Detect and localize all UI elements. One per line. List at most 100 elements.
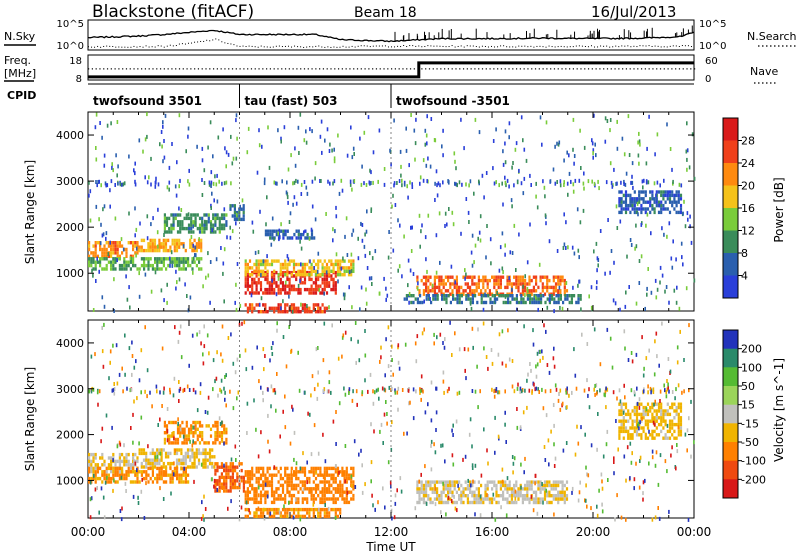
range-gate-cell: [189, 455, 192, 459]
range-gate-cell: [441, 297, 444, 301]
range-gate-cell: [269, 229, 272, 233]
range-gate-cell: [332, 507, 335, 512]
range-gate-cell: [248, 259, 252, 263]
sparse-echo: [122, 182, 124, 187]
sparse-echo: [579, 220, 582, 225]
nsearch-point: [342, 45, 344, 47]
sparse-echo: [597, 263, 599, 268]
sparse-echo: [520, 181, 523, 186]
sparse-echo: [226, 235, 228, 240]
range-gate-cell: [284, 310, 287, 314]
range-gate-cell: [116, 244, 119, 248]
sparse-echo: [120, 517, 123, 522]
range-gate-cell: [178, 245, 181, 249]
sparse-echo: [200, 341, 202, 346]
sparse-echo: [456, 183, 458, 188]
range-gate-cell: [268, 507, 271, 512]
range-gate-cell: [169, 461, 172, 466]
nsearch-point: [663, 46, 665, 48]
range-gate-cell: [286, 277, 289, 282]
range-gate-cell: [138, 245, 141, 249]
range-gate-cell: [201, 431, 204, 435]
sparse-echo: [313, 266, 315, 270]
range-gate-cell: [262, 511, 265, 515]
range-gate-cell: [273, 514, 276, 519]
sparse-echo: [128, 285, 130, 290]
range-gate-cell: [622, 207, 625, 211]
range-gate-cell: [275, 306, 278, 310]
range-gate-cell: [455, 282, 458, 286]
range-gate-cell: [328, 273, 331, 277]
range-gate-cell: [310, 487, 313, 491]
sparse-echo: [650, 290, 653, 295]
nsearch-point: [133, 45, 135, 47]
sparse-echo: [299, 278, 301, 283]
range-gate-cell: [679, 433, 683, 437]
range-gate-cell: [142, 458, 146, 462]
range-gate-cell: [94, 263, 97, 268]
range-gate-cell: [664, 422, 667, 427]
nsearch-point: [212, 39, 214, 41]
sparse-echo: [239, 303, 242, 308]
range-gate-cell: [310, 291, 313, 295]
sparse-echo: [665, 390, 667, 395]
range-gate-cell: [332, 287, 335, 292]
sparse-echo: [435, 386, 437, 391]
range-gate-cell: [240, 479, 243, 483]
range-gate-cell: [162, 257, 165, 261]
range-gate-cell: [185, 216, 188, 221]
range-gate-cell: [493, 480, 496, 484]
range-gate-cell: [319, 291, 322, 295]
range-gate-cell: [339, 490, 342, 494]
sparse-echo: [453, 494, 455, 499]
sparse-echo: [269, 511, 272, 516]
sparse-echo: [409, 180, 411, 185]
range-gate-cell: [268, 466, 271, 471]
sparse-echo: [171, 142, 173, 146]
nsearch-point: [300, 46, 302, 48]
range-gate-cell: [182, 458, 185, 462]
sparse-echo: [652, 387, 655, 392]
nsearch-point: [524, 45, 526, 47]
range-gate-cell: [546, 494, 549, 498]
range-gate-cell: [231, 204, 234, 208]
range-gate-cell: [154, 267, 157, 271]
nsearch-point: [260, 45, 262, 47]
range-gate-cell: [197, 448, 201, 452]
sparse-echo: [344, 330, 347, 335]
sparse-echo: [501, 479, 504, 484]
range-gate-cell: [266, 229, 270, 233]
sparse-echo: [300, 192, 303, 196]
range-gate-cell: [548, 285, 551, 290]
sparse-echo: [219, 387, 221, 392]
range-gate-cell: [651, 193, 654, 198]
range-gate-cell: [173, 466, 176, 471]
range-gate-cell: [425, 297, 428, 301]
range-gate-cell: [633, 200, 636, 204]
range-gate-cell: [622, 193, 625, 198]
sparse-echo: [545, 413, 548, 418]
range-gate-cell: [114, 244, 117, 248]
range-gate-cell: [270, 493, 274, 498]
nave-point: [303, 68, 306, 70]
sparse-echo: [215, 182, 218, 187]
sparse-echo: [327, 179, 329, 184]
range-gate-cell: [176, 223, 180, 227]
sparse-echo: [337, 279, 339, 284]
range-gate-cell: [622, 419, 625, 423]
range-gate-cell: [281, 514, 285, 519]
sparse-echo: [524, 456, 526, 461]
sparse-echo: [451, 428, 453, 433]
range-gate-cell: [295, 514, 298, 519]
sparse-echo: [440, 510, 442, 515]
sparse-echo: [433, 341, 435, 346]
range-gate-cell: [644, 207, 647, 211]
nsearch-point: [530, 45, 532, 47]
nsearch-point: [127, 46, 129, 48]
range-gate-cell: [259, 310, 263, 314]
range-gate-cell: [244, 259, 247, 263]
sparse-echo: [448, 488, 451, 493]
sparse-echo: [435, 233, 438, 238]
range-gate-cell: [264, 306, 267, 310]
